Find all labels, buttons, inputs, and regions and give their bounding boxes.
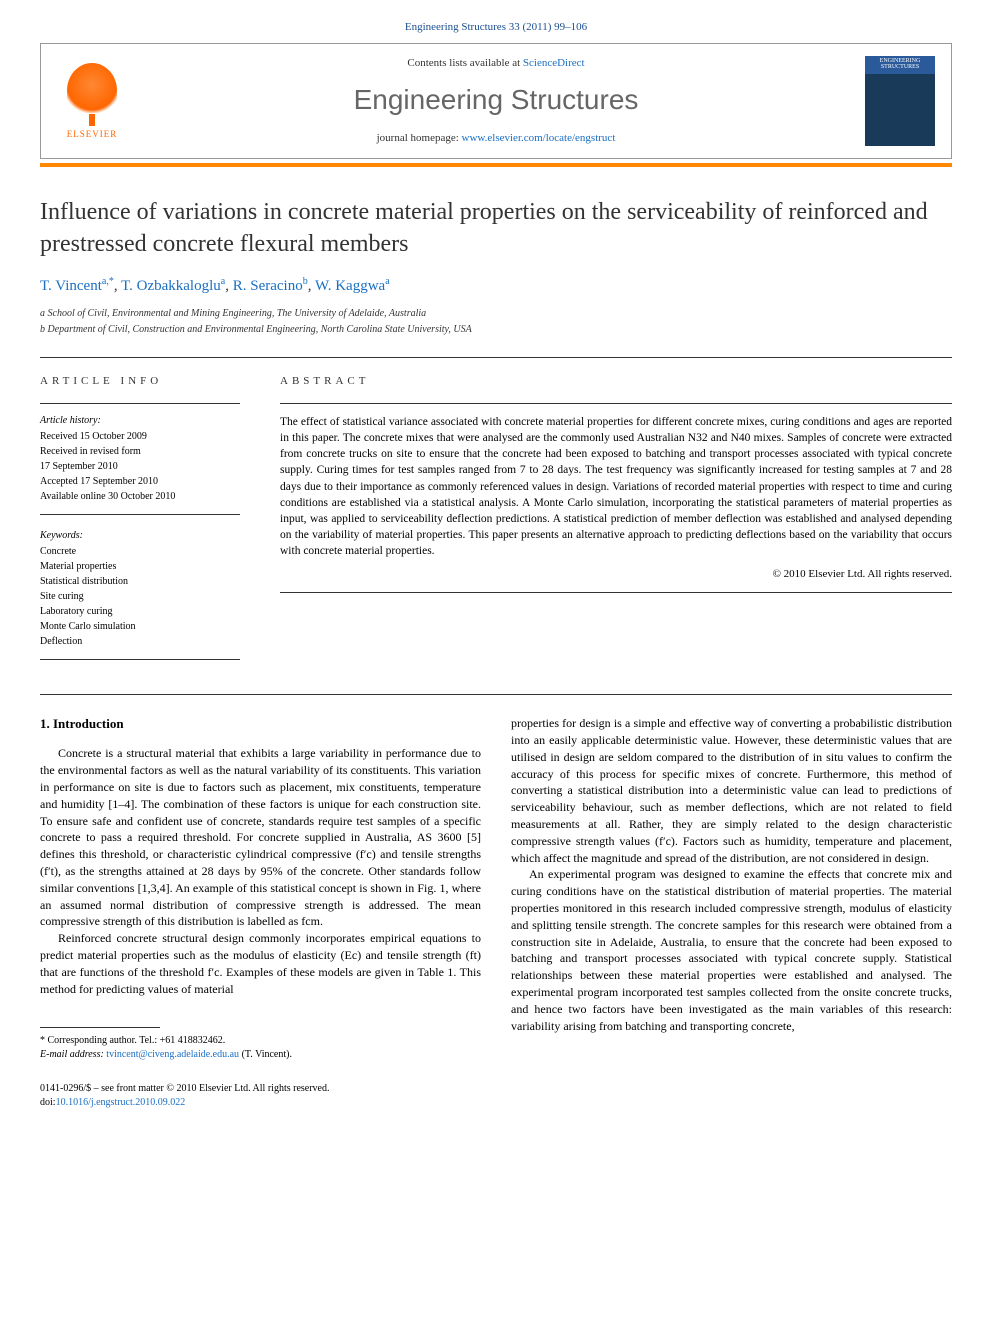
contents-prefix: Contents lists available at bbox=[407, 57, 522, 69]
abstract-heading: ABSTRACT bbox=[280, 374, 952, 389]
intro-para-1: Concrete is a structural material that e… bbox=[40, 745, 481, 930]
author-link-2[interactable]: T. Ozbakkaloglu bbox=[121, 278, 221, 294]
affiliations: a School of Civil, Environmental and Min… bbox=[40, 307, 952, 337]
publisher-label: ELSEVIER bbox=[67, 128, 118, 141]
keyword-6: Deflection bbox=[40, 635, 240, 649]
email-label: E-mail address: bbox=[40, 1049, 106, 1060]
contents-line: Contents lists available at ScienceDirec… bbox=[143, 56, 849, 71]
abstract-text: The effect of statistical variance assoc… bbox=[280, 414, 952, 559]
keyword-4: Laboratory curing bbox=[40, 605, 240, 619]
footer-issn: 0141-0296/$ – see front matter © 2010 El… bbox=[40, 1082, 952, 1096]
abstract-divider-top bbox=[280, 403, 952, 404]
page-footer: 0141-0296/$ – see front matter © 2010 El… bbox=[40, 1082, 952, 1110]
history-revised-1: Received in revised form bbox=[40, 445, 240, 459]
doi-link[interactable]: 10.1016/j.engstruct.2010.09.022 bbox=[56, 1097, 186, 1108]
article-title: Influence of variations in concrete mate… bbox=[40, 197, 952, 259]
article-info-heading: ARTICLE INFO bbox=[40, 374, 240, 389]
history-online: Available online 30 October 2010 bbox=[40, 490, 240, 504]
keyword-1: Material properties bbox=[40, 560, 240, 574]
history-label: Article history: bbox=[40, 414, 240, 428]
info-abstract-row: ARTICLE INFO Article history: Received 1… bbox=[40, 374, 952, 670]
author-sup-4: a bbox=[385, 276, 389, 287]
author-link-1[interactable]: T. Vincent bbox=[40, 278, 102, 294]
doi-label: doi: bbox=[40, 1097, 56, 1108]
abstract-divider-bottom bbox=[280, 592, 952, 593]
orange-accent-bar bbox=[40, 163, 952, 167]
footnote-divider bbox=[40, 1027, 160, 1028]
email-suffix: (T. Vincent). bbox=[239, 1049, 292, 1060]
authors-line: T. Vincenta,*, T. Ozbakkaloglua, R. Sera… bbox=[40, 276, 952, 297]
abstract-copyright: © 2010 Elsevier Ltd. All rights reserved… bbox=[280, 567, 952, 582]
intro-para-2: Reinforced concrete structural design co… bbox=[40, 930, 481, 997]
author-sup-3: b bbox=[303, 276, 308, 287]
keyword-0: Concrete bbox=[40, 545, 240, 559]
elsevier-logo: ELSEVIER bbox=[57, 61, 127, 141]
intro-heading: 1. Introduction bbox=[40, 715, 481, 733]
journal-name: Engineering Structures bbox=[143, 80, 849, 119]
homepage-line: journal homepage: www.elsevier.com/locat… bbox=[143, 131, 849, 146]
author-link-4[interactable]: W. Kaggwa bbox=[315, 278, 385, 294]
keyword-2: Statistical distribution bbox=[40, 575, 240, 589]
col2-para-1: properties for design is a simple and ef… bbox=[511, 715, 952, 866]
header-box: ELSEVIER Contents lists available at Sci… bbox=[40, 43, 952, 159]
sciencedirect-link[interactable]: ScienceDirect bbox=[523, 57, 585, 69]
affiliation-b: b Department of Civil, Construction and … bbox=[40, 323, 952, 337]
email-link[interactable]: tvincent@civeng.adelaide.edu.au bbox=[106, 1049, 239, 1060]
info-divider-2 bbox=[40, 514, 240, 515]
footnote-corresponding: * Corresponding author. Tel.: +61 418832… bbox=[40, 1034, 481, 1048]
affiliation-a: a School of Civil, Environmental and Min… bbox=[40, 307, 952, 321]
elsevier-tree-icon bbox=[67, 63, 117, 118]
history-accepted: Accepted 17 September 2010 bbox=[40, 475, 240, 489]
divider-bottom bbox=[40, 694, 952, 695]
author-sup-1: a,* bbox=[102, 276, 114, 287]
body-two-column: 1. Introduction Concrete is a structural… bbox=[40, 715, 952, 1062]
author-link-3[interactable]: R. Seracino bbox=[233, 278, 303, 294]
journal-cover-thumbnail: ENGINEERING STRUCTURES bbox=[865, 56, 935, 146]
homepage-link[interactable]: www.elsevier.com/locate/engstruct bbox=[462, 132, 616, 144]
homepage-prefix: journal homepage: bbox=[377, 132, 462, 144]
article-info-column: ARTICLE INFO Article history: Received 1… bbox=[40, 374, 240, 670]
cover-title: ENGINEERING STRUCTURES bbox=[867, 58, 933, 70]
history-revised-2: 17 September 2010 bbox=[40, 460, 240, 474]
col2-para-2: An experimental program was designed to … bbox=[511, 866, 952, 1034]
info-divider-1 bbox=[40, 403, 240, 404]
divider-top bbox=[40, 357, 952, 358]
footer-doi-line: doi:10.1016/j.engstruct.2010.09.022 bbox=[40, 1096, 952, 1110]
history-received: Received 15 October 2009 bbox=[40, 430, 240, 444]
column-left: 1. Introduction Concrete is a structural… bbox=[40, 715, 481, 1062]
info-divider-3 bbox=[40, 659, 240, 660]
abstract-column: ABSTRACT The effect of statistical varia… bbox=[280, 374, 952, 670]
keyword-3: Site curing bbox=[40, 590, 240, 604]
header-citation: Engineering Structures 33 (2011) 99–106 bbox=[40, 20, 952, 35]
author-sup-2: a bbox=[221, 276, 225, 287]
keywords-label: Keywords: bbox=[40, 529, 240, 543]
footnote-email-line: E-mail address: tvincent@civeng.adelaide… bbox=[40, 1048, 481, 1062]
header-center: Contents lists available at ScienceDirec… bbox=[143, 56, 849, 146]
keyword-5: Monte Carlo simulation bbox=[40, 620, 240, 634]
column-right: properties for design is a simple and ef… bbox=[511, 715, 952, 1062]
